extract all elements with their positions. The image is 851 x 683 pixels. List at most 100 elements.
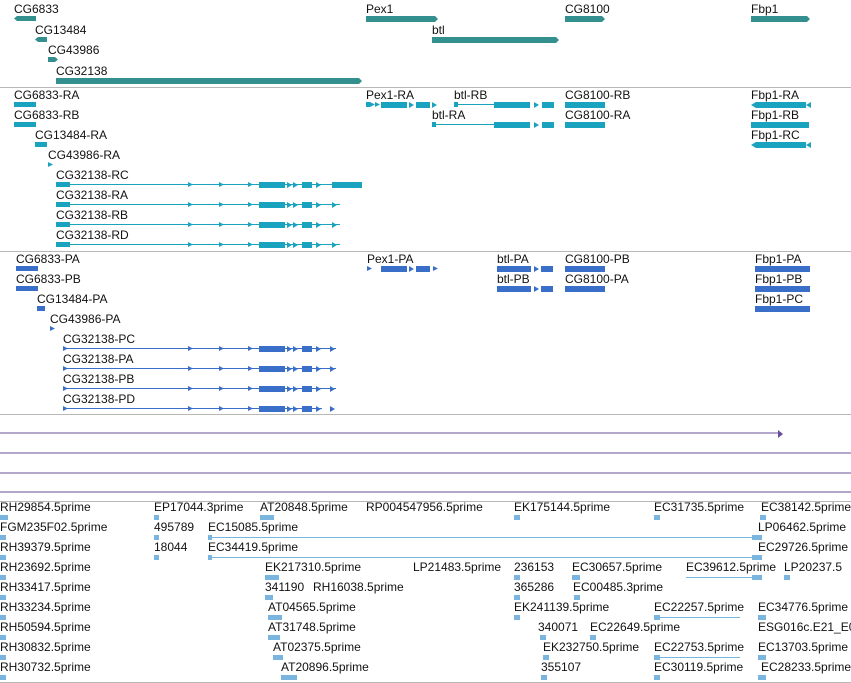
- transcript-label[interactable]: CG6833-RB: [14, 108, 80, 122]
- est-label[interactable]: EC22257.5prime: [654, 600, 745, 614]
- est-label[interactable]: EC31735.5prime: [654, 500, 745, 514]
- est-label[interactable]: RP004547956.5prime: [366, 500, 483, 514]
- est-label[interactable]: EC15085.5prime: [208, 520, 299, 534]
- protein-label[interactable]: Fbp1-PB: [755, 272, 803, 286]
- gene-label[interactable]: CG6833: [14, 2, 59, 16]
- est-label[interactable]: 341190: [265, 580, 305, 594]
- est-label[interactable]: EC29726.5prime: [758, 540, 849, 554]
- est-glyph: [154, 555, 159, 560]
- est-label[interactable]: RH33417.5prime: [0, 580, 91, 594]
- est-glyph: [590, 635, 596, 640]
- est-label[interactable]: LP06462.5prime: [758, 520, 847, 534]
- gene-label[interactable]: Fbp1: [751, 2, 779, 16]
- est-label[interactable]: 340071: [538, 620, 579, 634]
- est-label[interactable]: LP20237.5: [784, 560, 843, 574]
- est-label[interactable]: AT31748.5prime: [268, 620, 356, 634]
- est-label[interactable]: 18044: [154, 540, 188, 554]
- est-label[interactable]: RH16038.5prime: [313, 580, 404, 594]
- est-label[interactable]: 236153: [514, 560, 555, 574]
- transcript-label[interactable]: CG13484-RA: [35, 128, 108, 142]
- transcript-label[interactable]: btl-RB: [454, 88, 488, 102]
- est-label[interactable]: AT02375.5prime: [273, 640, 361, 654]
- strand-arrow: [30, 102, 35, 107]
- transcript-label[interactable]: CG32138-RB: [56, 208, 129, 222]
- protein-label[interactable]: CG32138-PA: [63, 352, 134, 366]
- transcript-label[interactable]: Fbp1-RA: [751, 88, 800, 102]
- est-label[interactable]: EC30119.5prime: [654, 660, 744, 674]
- protein-label[interactable]: Pex1-PA: [367, 252, 414, 266]
- est-label[interactable]: EK217310.5prime: [265, 560, 362, 574]
- est-label[interactable]: 365286: [514, 580, 555, 594]
- est-label[interactable]: EC22649.5prime: [590, 620, 681, 634]
- transcript-label[interactable]: CG43986-RA: [48, 148, 121, 162]
- strand-arrow: [534, 102, 539, 108]
- protein-label[interactable]: CG8100-PA: [565, 272, 629, 286]
- gene-label[interactable]: CG32138: [56, 64, 108, 78]
- est-label[interactable]: EC00485.3prime: [573, 580, 664, 594]
- strand-arrow: [219, 242, 224, 247]
- est-label[interactable]: LP21483.5prime: [413, 560, 502, 574]
- est-glyph: [273, 655, 283, 660]
- gene-label[interactable]: CG43986: [48, 43, 100, 57]
- transcript-label[interactable]: CG8100-RA: [565, 108, 631, 122]
- est-label[interactable]: RH23692.5prime: [0, 560, 91, 574]
- est-glyph: [268, 615, 282, 620]
- gene-label[interactable]: CG13484: [35, 23, 87, 37]
- transcript-label[interactable]: CG8100-RB: [565, 88, 631, 102]
- est-label[interactable]: EP17044.3prime: [154, 500, 244, 514]
- est-label[interactable]: RH50594.5prime: [0, 620, 91, 634]
- est-label[interactable]: EK232750.5prime: [543, 640, 640, 654]
- transcript-label[interactable]: CG6833-RA: [14, 88, 80, 102]
- protein-label[interactable]: CG6833-PA: [16, 252, 80, 266]
- protein-label[interactable]: CG32138-PC: [63, 332, 136, 346]
- strand-arrow: [332, 242, 337, 248]
- est-label[interactable]: EC38142.5prime: [761, 500, 851, 514]
- est-label[interactable]: 355107: [541, 660, 582, 674]
- est-label[interactable]: AT04565.5prime: [268, 600, 356, 614]
- transcript-label[interactable]: CG32138-RA: [56, 188, 129, 202]
- gene-label[interactable]: btl: [432, 23, 445, 37]
- protein-label[interactable]: btl-PB: [497, 272, 530, 286]
- est-label[interactable]: RH30732.5prime: [0, 660, 91, 674]
- transcript-label[interactable]: Fbp1-RB: [751, 108, 800, 122]
- transcript-label[interactable]: CG32138-RC: [56, 168, 129, 182]
- est-label[interactable]: EC13703.5prime: [758, 640, 849, 654]
- est-label[interactable]: RH39379.5prime: [0, 540, 91, 554]
- transcript-label[interactable]: CG32138-RD: [56, 228, 129, 242]
- protein-label[interactable]: CG13484-PA: [37, 292, 108, 306]
- est-label[interactable]: EK241139.5prime: [514, 600, 610, 614]
- est-label[interactable]: FGM235F02.5prime: [0, 520, 108, 534]
- protein-label[interactable]: CG6833-PB: [16, 272, 81, 286]
- protein-label[interactable]: Fbp1-PC: [755, 292, 804, 306]
- est-label[interactable]: RH30832.5prime: [0, 640, 91, 654]
- strand-arrow: [219, 366, 224, 371]
- est-label[interactable]: EC39612.5prime: [686, 560, 777, 574]
- feature-block: [366, 102, 370, 107]
- est-label[interactable]: AT20848.5prime: [260, 500, 348, 514]
- est-label[interactable]: EC28233.5prime: [761, 660, 851, 674]
- gene-label[interactable]: Pex1: [366, 2, 394, 16]
- est-label[interactable]: ESG016c.E21_E0: [758, 620, 851, 634]
- est-label[interactable]: EC30657.5prime: [572, 560, 663, 574]
- gene-label[interactable]: CG8100: [565, 2, 610, 16]
- protein-label[interactable]: CG43986-PA: [50, 312, 121, 326]
- est-label[interactable]: RH33234.5prime: [0, 600, 91, 614]
- protein-label[interactable]: Fbp1-PA: [755, 252, 802, 266]
- est-label[interactable]: EC34419.5prime: [208, 540, 299, 554]
- strand-arrow: [751, 102, 756, 108]
- track-separator: [0, 414, 851, 415]
- est-glyph: [265, 575, 279, 580]
- est-label[interactable]: RH29854.5prime: [0, 500, 91, 514]
- est-label[interactable]: EC22753.5prime: [654, 640, 745, 654]
- protein-label[interactable]: CG32138-PB: [63, 372, 135, 386]
- protein-label[interactable]: CG8100-PB: [565, 252, 630, 266]
- transcript-label[interactable]: Pex1-RA: [366, 88, 415, 102]
- est-label[interactable]: EK175144.5prime: [514, 500, 611, 514]
- est-label[interactable]: AT20896.5prime: [281, 660, 369, 674]
- protein-label[interactable]: CG32138-PD: [63, 392, 136, 406]
- est-label[interactable]: 495789: [154, 520, 195, 534]
- est-label[interactable]: EC34776.5prime: [758, 600, 849, 614]
- protein-label[interactable]: btl-PA: [497, 252, 529, 266]
- transcript-label[interactable]: btl-RA: [432, 108, 466, 122]
- transcript-label[interactable]: Fbp1-RC: [751, 128, 800, 142]
